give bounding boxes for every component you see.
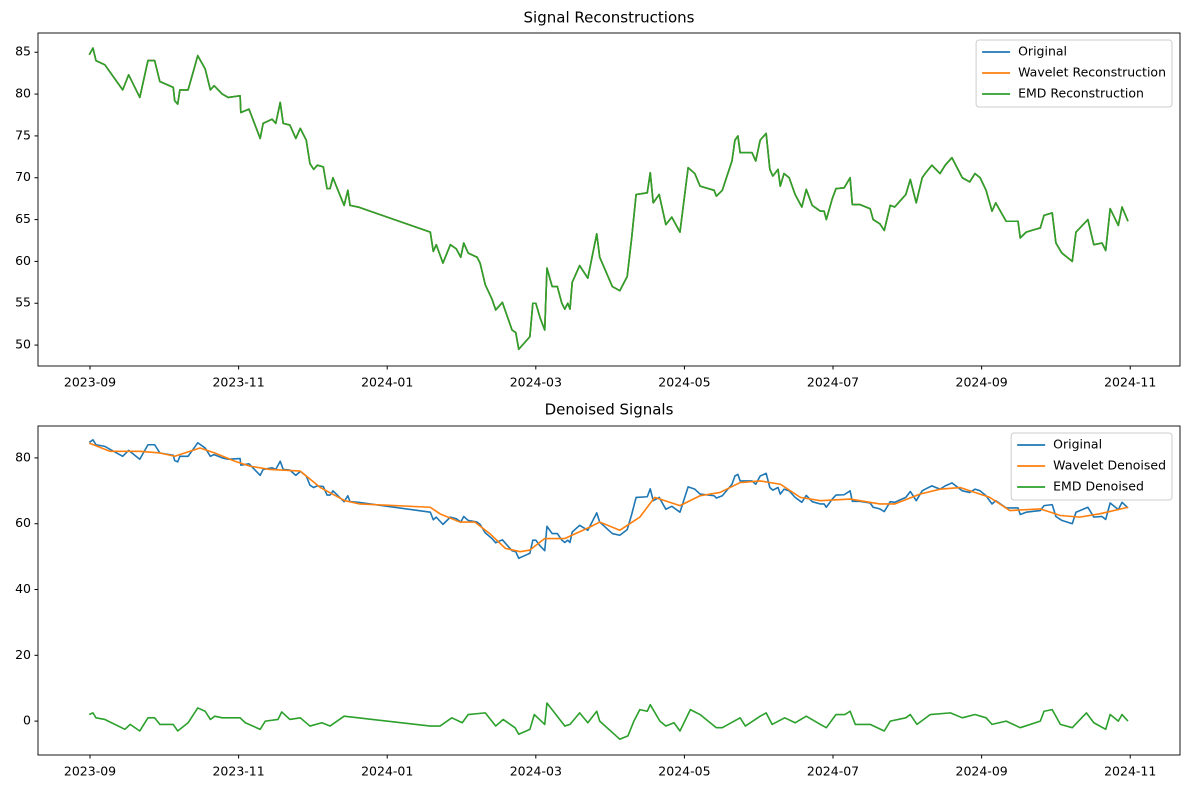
y-tick-label: 70 bbox=[15, 169, 31, 184]
x-tick-label: 2024-01 bbox=[361, 375, 413, 390]
series-line bbox=[88, 442, 1129, 553]
y-tick-label: 60 bbox=[15, 515, 31, 530]
y-tick-label: 55 bbox=[15, 295, 31, 310]
x-tick-label: 2023-11 bbox=[212, 375, 264, 390]
series-line bbox=[88, 702, 1129, 741]
axes: Denoised Signals 0 20 40 60 80 2023-09 2023-11 2… bbox=[15, 401, 1181, 779]
x-tick-label: 2024-01 bbox=[361, 764, 413, 779]
y-tick-label: 40 bbox=[15, 581, 31, 596]
legend-box bbox=[975, 39, 1173, 108]
x-tick-label: 2024-07 bbox=[807, 764, 859, 779]
x-tick-label: 2024-03 bbox=[510, 375, 562, 390]
legend-box bbox=[1010, 432, 1173, 501]
x-tick-label: 2024-11 bbox=[1104, 764, 1156, 779]
x-tick-label: 2024-07 bbox=[807, 375, 859, 390]
legend-label: Wavelet Denoised bbox=[1053, 458, 1166, 473]
x-tick-label: 2024-09 bbox=[956, 375, 1008, 390]
x-tick-label: 2024-05 bbox=[658, 764, 710, 779]
chart-title: Signal Reconstructions bbox=[524, 9, 695, 27]
x-tick-label: 2024-05 bbox=[658, 375, 710, 390]
legend: Original Wavelet Reconstruction EMD Recons… bbox=[975, 39, 1173, 108]
axes: Signal Reconstructions 50 55 60 65 70 75 80 85 20… bbox=[15, 9, 1181, 390]
y-tick-label: 85 bbox=[15, 44, 31, 59]
series-line bbox=[88, 47, 1129, 351]
y-tick-label: 60 bbox=[15, 253, 31, 268]
y-tick-label: 50 bbox=[15, 337, 31, 352]
y-tick-label: 80 bbox=[15, 449, 31, 464]
chart-title: Denoised Signals bbox=[545, 401, 674, 419]
x-tick-label: 2023-09 bbox=[64, 375, 116, 390]
axes-frame bbox=[37, 32, 1181, 367]
axes-frame bbox=[37, 425, 1181, 756]
legend: Original Wavelet Denoised EMD Denoised bbox=[1010, 432, 1173, 501]
y-tick-label: 20 bbox=[15, 647, 31, 662]
legend-label: EMD Denoised bbox=[1053, 479, 1144, 494]
legend-label: Original bbox=[1018, 44, 1067, 59]
y-tick-label: 0 bbox=[23, 713, 31, 728]
x-tick-label: 2024-03 bbox=[510, 764, 562, 779]
x-tick-label: 2024-11 bbox=[1104, 375, 1156, 390]
legend-label: Wavelet Reconstruction bbox=[1018, 65, 1166, 80]
series-line bbox=[88, 47, 1129, 351]
y-tick-label: 80 bbox=[15, 86, 31, 101]
y-tick-label: 75 bbox=[15, 127, 31, 142]
legend-label: Original bbox=[1053, 437, 1102, 452]
x-tick-label: 2023-09 bbox=[64, 764, 116, 779]
legend-label: EMD Reconstruction bbox=[1018, 86, 1144, 101]
x-tick-label: 2023-11 bbox=[212, 764, 264, 779]
x-tick-label: 2024-09 bbox=[956, 764, 1008, 779]
series-line bbox=[88, 47, 1129, 351]
y-tick-label: 65 bbox=[15, 211, 31, 226]
series-line bbox=[88, 439, 1129, 560]
